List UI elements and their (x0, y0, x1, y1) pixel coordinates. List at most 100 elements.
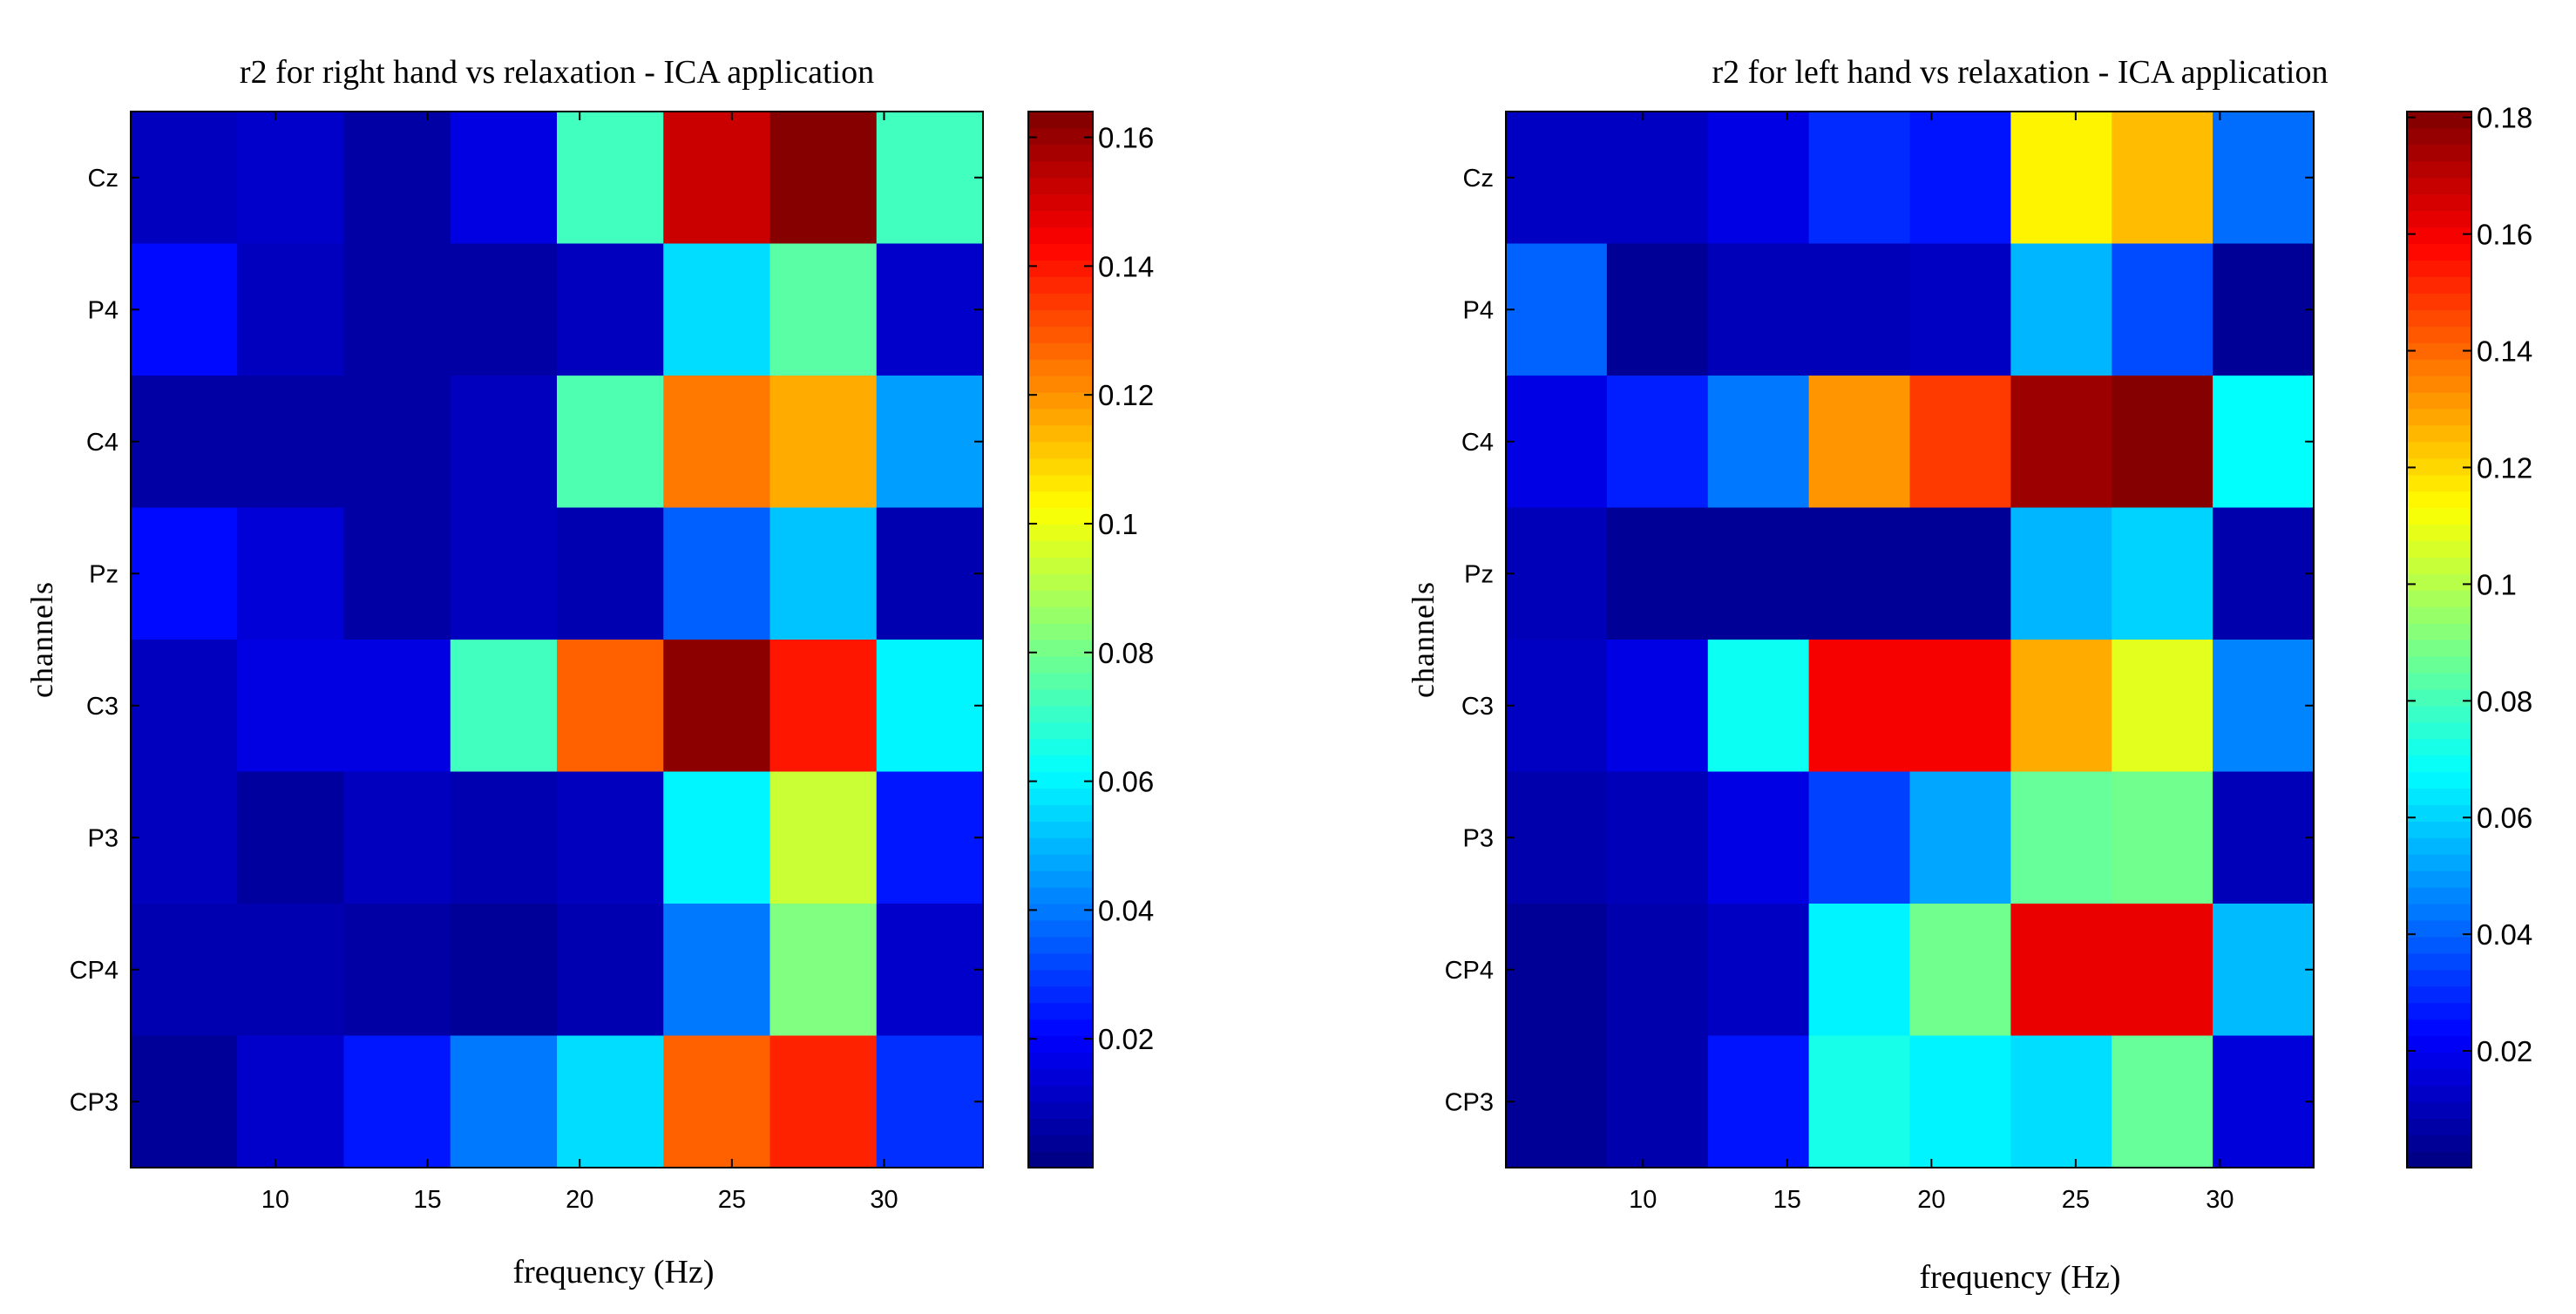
colorbar-segment (1028, 112, 1093, 129)
colorbar-segment (1028, 821, 1093, 838)
colorbar-segment (2407, 705, 2471, 723)
colorbar-segment (2407, 160, 2471, 179)
heatmap-cell-cp4-31.5 (876, 904, 984, 1037)
colorbar-segment (2407, 1035, 2471, 1053)
colorbar-segment (2407, 573, 2471, 591)
heatmap-cell-p3-28 (2112, 771, 2213, 904)
heatmap-cell-cp4-10.5 (237, 904, 345, 1037)
heatmap-cell-cz-10.5 (1606, 112, 1709, 245)
y-tick-label-c4: C4 (1461, 429, 1494, 457)
y-tick-label-p3: P3 (88, 824, 119, 852)
heatmap-cell-cp4-31.5 (2213, 904, 2315, 1037)
heatmap-cell-p4-17.5 (450, 243, 558, 376)
heatmap-cell-cz-28 (2112, 112, 2213, 245)
colorbar-segment (1028, 623, 1093, 640)
colorbar-segment (1028, 1151, 1093, 1168)
colorbar-segment (2407, 904, 2471, 921)
colorbar-tick-label: 0.04 (2477, 918, 2532, 951)
heatmap-cell-cp4-21 (1909, 904, 2011, 1037)
colorbar-segment (2407, 491, 2471, 509)
colorbar-segment (1028, 755, 1093, 773)
colorbar-segment (1028, 1068, 1093, 1086)
heatmap-cell-cp3-21 (557, 1035, 664, 1168)
y-tick-label-pz: Pz (1464, 560, 1494, 588)
colorbar-segment (1028, 491, 1093, 509)
y-axis-label: channels (1406, 581, 1441, 698)
heatmap-cell-pz-21 (557, 507, 664, 640)
colorbar-segment (2407, 1002, 2471, 1020)
colorbar-segment (1028, 557, 1093, 574)
heatmap-cell-c3-7 (131, 640, 238, 773)
colorbar-segment (2407, 359, 2471, 376)
y-tick-label-p4: P4 (1463, 296, 1494, 324)
heatmap-cell-cp4-24.5 (663, 904, 771, 1037)
heatmap-cell-c3-10.5 (237, 640, 345, 773)
heatmap-cell-c4-24.5 (2010, 376, 2112, 509)
colorbar-segment (2407, 557, 2471, 574)
colorbar-segment (1028, 705, 1093, 723)
heatmap-cell-c4-31.5 (876, 376, 984, 509)
colorbar-segment (1028, 524, 1093, 541)
x-tick-label-20: 20 (1917, 1186, 1945, 1214)
colorbar-segment (2407, 1101, 2471, 1119)
heatmap-cell-p3-10.5 (237, 771, 345, 904)
heatmap-cell-p4-28 (769, 243, 878, 376)
colorbar-tick-label: 0.12 (1098, 379, 1154, 411)
colorbar-segment (2407, 837, 2471, 855)
heatmap-cell-cp3-17.5 (1808, 1035, 1911, 1168)
y-tick-label-cp3: CP3 (1445, 1088, 1494, 1116)
heatmap-cell-cz-21 (1909, 112, 2011, 245)
heatmap-cell-c4-14 (343, 376, 451, 509)
colorbar: 0.02 0.04 0.06 0.08 0.1 0.12 0.14 0.16 0.18 (2406, 102, 2532, 1168)
x-axis-label: frequency (Hz) (512, 1254, 714, 1290)
heatmap-cell-cz-14 (343, 112, 451, 245)
colorbar-segment (1028, 1035, 1093, 1053)
heatmap-cell-c3-21 (1909, 640, 2011, 773)
colorbar-segment (1028, 788, 1093, 805)
heatmap-cell-p4-10.5 (237, 243, 345, 376)
heatmap-cell-p4-7 (1506, 243, 1608, 376)
heatmap-cell-p3-14 (343, 771, 451, 904)
colorbar-segment (2407, 457, 2471, 476)
heatmap-cell-pz-28 (769, 507, 878, 640)
colorbar-segment (2407, 854, 2471, 871)
colorbar-segment (1028, 391, 1093, 410)
heatmap-cell-cz-14 (1707, 112, 1810, 245)
y-tick-label-c3: C3 (1461, 693, 1494, 721)
heatmap-cell-p4-10.5 (1606, 243, 1709, 376)
colorbar-segment (1028, 688, 1093, 707)
colorbar-segment (2407, 127, 2471, 146)
colorbar-segment (1028, 952, 1093, 971)
heatmap-cell-pz-7 (131, 507, 238, 640)
plot-frame (130, 111, 984, 1168)
colorbar-segment (2407, 177, 2471, 195)
heatmap-cell-cp4-24.5 (2010, 904, 2112, 1037)
heatmap-cell-p4-28 (2112, 243, 2213, 376)
heatmap-cell-p3-14 (1707, 771, 1810, 904)
heatmap-cell-p4-31.5 (2213, 243, 2315, 376)
colorbar-segment (1028, 606, 1093, 624)
heatmap-cell-c3-28 (2112, 640, 2213, 773)
colorbar-segment (1028, 1085, 1093, 1102)
x-axis-label: frequency (Hz) (1919, 1259, 2120, 1296)
colorbar-segment (2407, 441, 2471, 459)
colorbar-segment (2407, 112, 2471, 129)
colorbar-tick-label: 0.08 (1098, 637, 1154, 669)
colorbar-segment (1028, 837, 1093, 855)
heatmap-cell-c4-28 (769, 376, 878, 509)
heatmap-cell-c3-28 (769, 640, 878, 773)
colorbar-segment (1028, 376, 1093, 393)
heatmap-cell-cp4-7 (1506, 904, 1608, 1037)
colorbar-segment (1028, 177, 1093, 195)
heatmap-cell-pz-24.5 (663, 507, 771, 640)
colorbar-segment (1028, 936, 1093, 954)
heatmap-cell-p3-21 (557, 771, 664, 904)
colorbar-segment (1028, 854, 1093, 871)
heatmap-cell-c4-10.5 (237, 376, 345, 509)
colorbar-frame (2406, 111, 2472, 1168)
heatmap-cell-pz-24.5 (2010, 507, 2112, 640)
heatmap-cell-c4-31.5 (2213, 376, 2315, 509)
colorbar-segment (2407, 738, 2471, 756)
colorbar-tick-label: 0.16 (1098, 122, 1154, 154)
heatmap-cell-c4-17.5 (450, 376, 558, 509)
